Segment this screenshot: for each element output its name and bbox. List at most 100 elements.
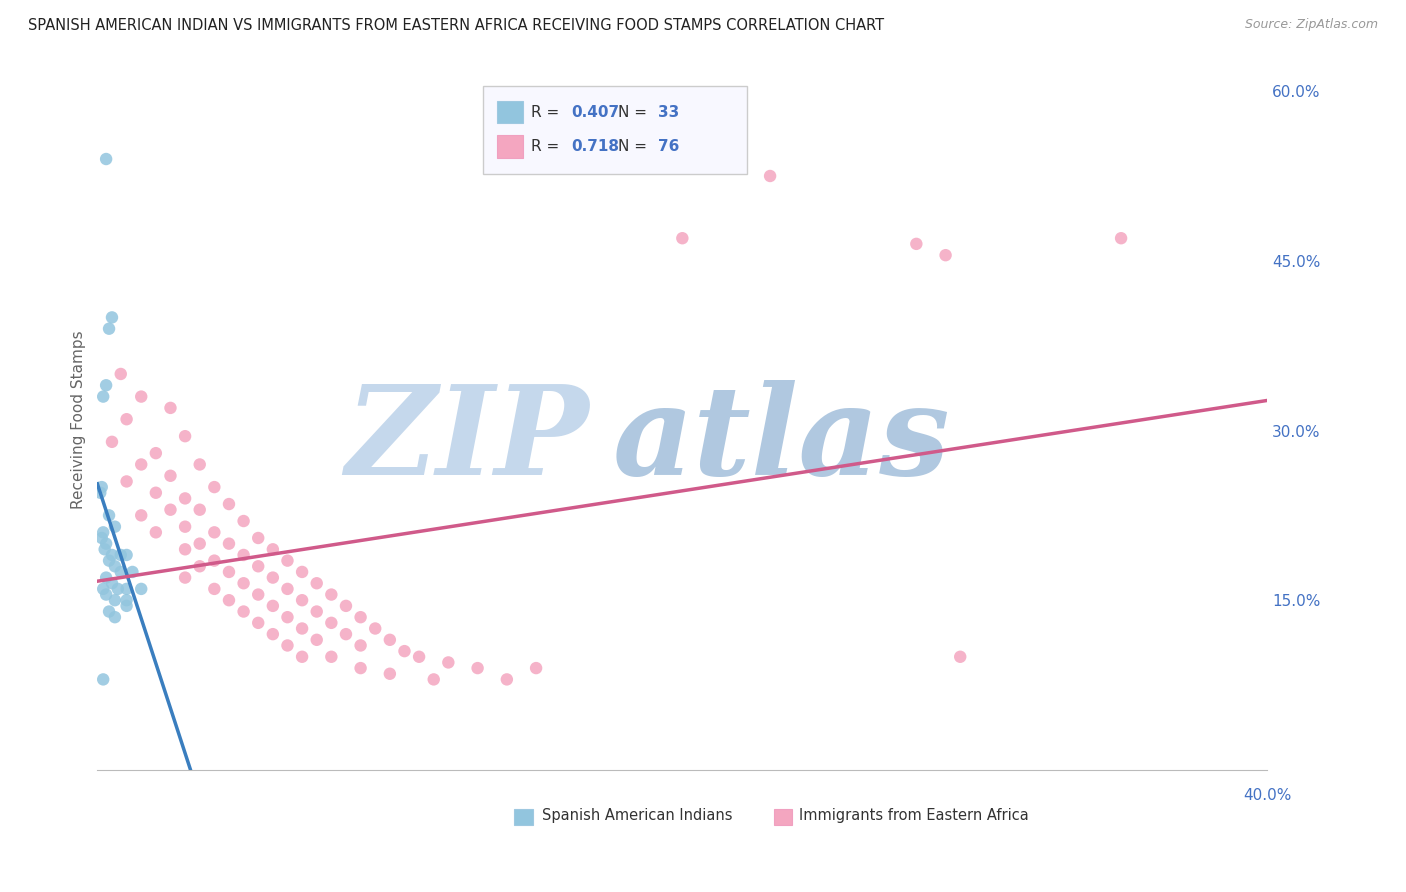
Point: [247, 615, 270, 630]
Point: [949, 649, 972, 664]
Point: [202, 553, 225, 567]
Point: [524, 661, 547, 675]
Point: [232, 605, 254, 619]
Point: [104, 593, 127, 607]
Point: [305, 632, 328, 647]
Point: [104, 559, 127, 574]
Point: [91, 673, 114, 687]
Point: [129, 390, 152, 404]
Point: [276, 553, 298, 567]
Point: [291, 593, 314, 607]
Point: [218, 536, 240, 550]
Text: SPANISH AMERICAN INDIAN VS IMMIGRANTS FROM EASTERN AFRICA RECEIVING FOOD STAMPS : SPANISH AMERICAN INDIAN VS IMMIGRANTS FR…: [28, 18, 884, 33]
Point: [291, 622, 314, 636]
Point: [378, 666, 401, 681]
Point: [262, 571, 284, 585]
Point: [91, 582, 114, 596]
Point: [174, 571, 197, 585]
Point: [321, 649, 343, 664]
Point: [495, 673, 517, 687]
Text: N =: N =: [619, 104, 652, 120]
Point: [91, 390, 114, 404]
Point: [422, 673, 444, 687]
FancyBboxPatch shape: [773, 809, 793, 824]
Point: [110, 548, 132, 562]
Text: N =: N =: [619, 139, 652, 154]
Point: [129, 582, 152, 596]
Point: [174, 429, 197, 443]
Point: [188, 536, 211, 550]
Point: [291, 565, 314, 579]
Point: [321, 615, 343, 630]
Point: [218, 497, 240, 511]
Point: [335, 627, 357, 641]
Point: [104, 610, 127, 624]
Point: [759, 169, 782, 183]
Text: atlas: atlas: [612, 379, 950, 501]
Text: 0.718: 0.718: [571, 139, 619, 154]
Point: [247, 559, 270, 574]
Point: [110, 565, 132, 579]
Point: [202, 480, 225, 494]
Point: [262, 542, 284, 557]
FancyBboxPatch shape: [484, 86, 747, 174]
Point: [174, 542, 197, 557]
Point: [101, 576, 124, 591]
Point: [129, 508, 152, 523]
Point: [90, 480, 112, 494]
Point: [364, 622, 387, 636]
Point: [145, 446, 167, 460]
Point: [262, 599, 284, 613]
Point: [94, 378, 117, 392]
Point: [276, 610, 298, 624]
Point: [94, 152, 117, 166]
Point: [145, 485, 167, 500]
Point: [94, 536, 117, 550]
Point: [89, 485, 111, 500]
Text: 33: 33: [658, 104, 679, 120]
Point: [104, 519, 127, 533]
Point: [202, 582, 225, 596]
Point: [94, 588, 117, 602]
Point: [115, 475, 138, 489]
Point: [129, 458, 152, 472]
Point: [305, 576, 328, 591]
Point: [349, 661, 371, 675]
Point: [188, 502, 211, 516]
Point: [378, 632, 401, 647]
Point: [291, 649, 314, 664]
Text: R =: R =: [531, 104, 565, 120]
Point: [110, 367, 132, 381]
Point: [115, 582, 138, 596]
Point: [90, 531, 112, 545]
Text: ZIP: ZIP: [344, 379, 589, 501]
Point: [91, 525, 114, 540]
Text: 40.0%: 40.0%: [1243, 789, 1292, 804]
Point: [94, 571, 117, 585]
Point: [218, 593, 240, 607]
Point: [247, 531, 270, 545]
Point: [335, 599, 357, 613]
Point: [188, 559, 211, 574]
Point: [276, 639, 298, 653]
Point: [232, 576, 254, 591]
Y-axis label: Receiving Food Stamps: Receiving Food Stamps: [72, 330, 86, 508]
Text: Spanish American Indians: Spanish American Indians: [541, 808, 733, 823]
Point: [321, 588, 343, 602]
Point: [905, 236, 928, 251]
Point: [174, 491, 197, 506]
Point: [305, 605, 328, 619]
Point: [159, 502, 181, 516]
Point: [145, 525, 167, 540]
Text: Immigrants from Eastern Africa: Immigrants from Eastern Africa: [800, 808, 1029, 823]
Point: [202, 525, 225, 540]
Point: [115, 599, 138, 613]
Point: [349, 639, 371, 653]
Point: [218, 565, 240, 579]
Point: [98, 605, 121, 619]
Point: [115, 412, 138, 426]
Text: R =: R =: [531, 139, 565, 154]
Point: [107, 582, 129, 596]
Point: [98, 322, 121, 336]
Point: [394, 644, 416, 658]
